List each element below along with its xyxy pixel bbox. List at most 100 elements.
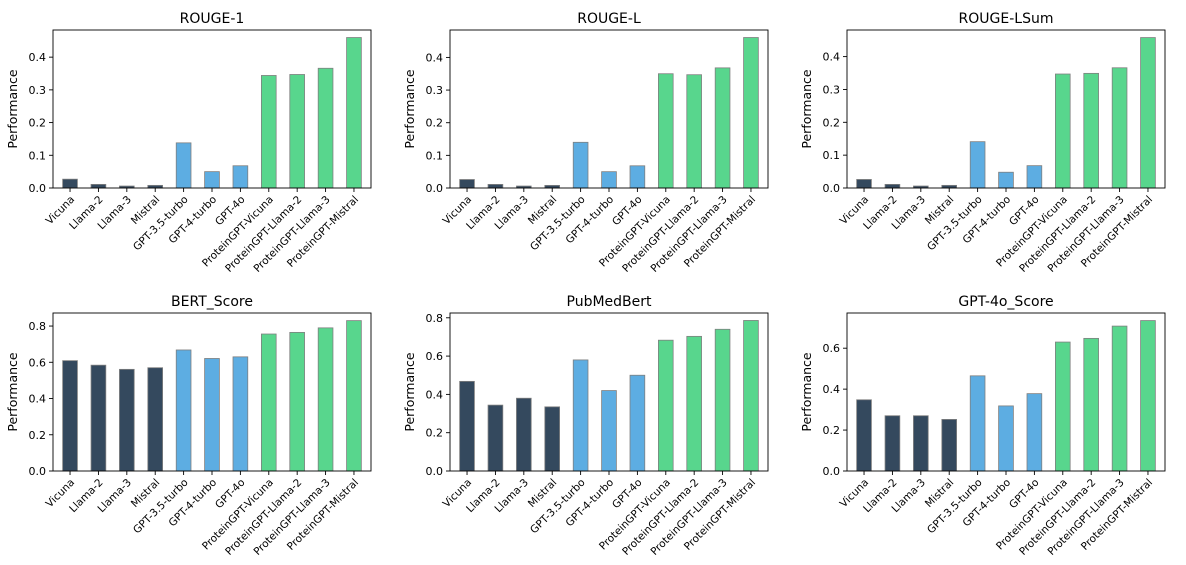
- y-axis-label: Performance: [5, 69, 20, 149]
- bar-gpt-4o: [232, 356, 249, 472]
- bar-gpt-4-turbo: [998, 405, 1014, 472]
- bar-proteingpt-vicuna: [260, 333, 277, 472]
- bar-proteingpt-llama-2: [289, 74, 305, 189]
- bar-proteingpt-mistral: [743, 37, 759, 189]
- y-tick-label: 0.4: [823, 51, 841, 64]
- bar-vicuna: [459, 179, 475, 189]
- bar-gpt-4o: [232, 165, 249, 189]
- bar-proteingpt-vicuna: [260, 75, 277, 189]
- bar-vicuna: [856, 179, 872, 189]
- bar-gpt-4-turbo: [601, 171, 617, 189]
- bar-proteingpt-llama-3: [1111, 67, 1128, 189]
- bar-proteingpt-mistral: [1140, 37, 1156, 189]
- bar-proteingpt-mistral: [1140, 320, 1156, 472]
- y-tick-label: 0.0: [426, 182, 444, 195]
- bar-gpt-4o: [629, 374, 646, 472]
- y-tick-label: 0.8: [426, 312, 444, 325]
- bar-llama-3: [119, 368, 135, 472]
- bar-gpt-4o: [1026, 165, 1043, 189]
- bar-gpt-4-turbo: [601, 390, 617, 472]
- y-tick-label: 0.2: [29, 429, 47, 442]
- chart-title: PubMedBert: [567, 294, 653, 310]
- bar-proteingpt-llama-3: [317, 327, 334, 472]
- y-tick-label: 0.0: [29, 465, 47, 478]
- bar-vicuna: [62, 360, 78, 472]
- y-axis-label: Performance: [799, 352, 814, 432]
- bar-proteingpt-llama-2: [1083, 72, 1099, 189]
- y-tick-label: 0.2: [426, 117, 444, 130]
- bar-proteingpt-mistral: [743, 320, 759, 472]
- bar-llama-2: [884, 183, 901, 189]
- bar-mistral: [147, 367, 163, 472]
- bar-proteingpt-llama-3: [1111, 325, 1128, 472]
- bar-proteingpt-llama-2: [289, 331, 305, 472]
- y-tick-label: 0.0: [823, 465, 841, 478]
- bar-gpt-3-5-turbo: [969, 141, 986, 189]
- y-tick-label: 0.1: [426, 149, 444, 162]
- y-tick-label: 0.0: [823, 182, 841, 195]
- y-tick-label: 0.4: [823, 383, 841, 396]
- chart-rouge-l: 0.00.10.20.30.4VicunaLlama-2Llama-3Mistr…: [402, 11, 769, 275]
- y-axis-label: Performance: [402, 69, 417, 149]
- y-tick-label: 0.4: [426, 51, 444, 64]
- bar-gpt-3-5-turbo: [572, 359, 589, 472]
- bar-llama-2: [487, 184, 504, 189]
- bar-proteingpt-mistral: [346, 320, 362, 472]
- bar-mistral: [544, 406, 560, 472]
- chart-title: BERT_Score: [171, 294, 253, 310]
- bar-proteingpt-llama-3: [714, 328, 731, 472]
- bar-gpt-4o: [1026, 393, 1043, 472]
- chart-rouge-lsum: 0.00.10.20.30.4VicunaLlama-2Llama-3Mistr…: [799, 11, 1166, 275]
- y-tick-label: 0.3: [29, 84, 47, 97]
- y-tick-label: 0.2: [823, 116, 841, 129]
- y-tick-label: 0.6: [426, 350, 444, 363]
- chart-title: GPT-4o_Score: [958, 294, 1053, 310]
- chart-title: ROUGE-LSum: [959, 11, 1054, 27]
- y-tick-label: 0.3: [823, 83, 841, 96]
- y-tick-label: 0.6: [29, 356, 47, 369]
- chart-gpt-4o-score: 0.00.20.40.6VicunaLlama-2Llama-3MistralG…: [799, 294, 1166, 558]
- bar-gpt-3-5-turbo: [175, 142, 192, 189]
- y-tick-label: 0.2: [823, 424, 841, 437]
- y-tick-label: 0.1: [823, 149, 841, 162]
- bar-vicuna: [62, 178, 78, 189]
- bar-proteingpt-vicuna: [658, 339, 674, 472]
- bar-vicuna: [459, 380, 475, 472]
- y-tick-label: 0.3: [426, 84, 444, 97]
- y-tick-label: 0.2: [426, 427, 444, 440]
- chart-bert-score: 0.00.20.40.60.8VicunaLlama-2Llama-3Mistr…: [5, 294, 372, 558]
- bar-proteingpt-vicuna: [658, 73, 674, 189]
- chart-title: ROUGE-1: [180, 11, 245, 27]
- chart-title: ROUGE-L: [577, 11, 641, 27]
- y-tick-label: 0.1: [29, 149, 47, 162]
- bar-llama-3: [913, 415, 929, 472]
- bar-proteingpt-vicuna: [1055, 341, 1071, 472]
- bar-proteingpt-vicuna: [1055, 73, 1071, 189]
- y-tick-label: 0.4: [29, 51, 47, 64]
- bar-llama-2: [884, 415, 901, 472]
- bar-gpt-3-5-turbo: [175, 349, 192, 472]
- bar-llama-2: [90, 364, 107, 472]
- bar-llama-3: [516, 397, 532, 472]
- bar-llama-2: [487, 404, 504, 472]
- y-tick-label: 0.6: [823, 342, 841, 355]
- bar-llama-2: [90, 183, 107, 189]
- y-tick-label: 0.4: [426, 388, 444, 401]
- bar-proteingpt-llama-3: [714, 67, 731, 189]
- y-tick-label: 0.8: [29, 320, 47, 333]
- bar-gpt-3-5-turbo: [969, 375, 986, 472]
- y-tick-label: 0.0: [29, 182, 47, 195]
- bar-gpt-4o: [629, 165, 646, 189]
- chart-pubmedbert: 0.00.20.40.60.8VicunaLlama-2Llama-3Mistr…: [402, 294, 769, 558]
- y-axis-label: Performance: [402, 352, 417, 432]
- chart-rouge-1: 0.00.10.20.30.4VicunaLlama-2Llama-3Mistr…: [5, 11, 372, 275]
- bar-gpt-3-5-turbo: [572, 141, 589, 189]
- bar-vicuna: [856, 399, 872, 472]
- bar-gpt-4-turbo: [998, 171, 1014, 189]
- bar-proteingpt-llama-2: [686, 74, 702, 189]
- bar-gpt-4-turbo: [204, 171, 220, 189]
- bar-gpt-4-turbo: [204, 358, 220, 472]
- y-tick-label: 0.0: [426, 465, 444, 478]
- bar-proteingpt-llama-2: [686, 335, 702, 472]
